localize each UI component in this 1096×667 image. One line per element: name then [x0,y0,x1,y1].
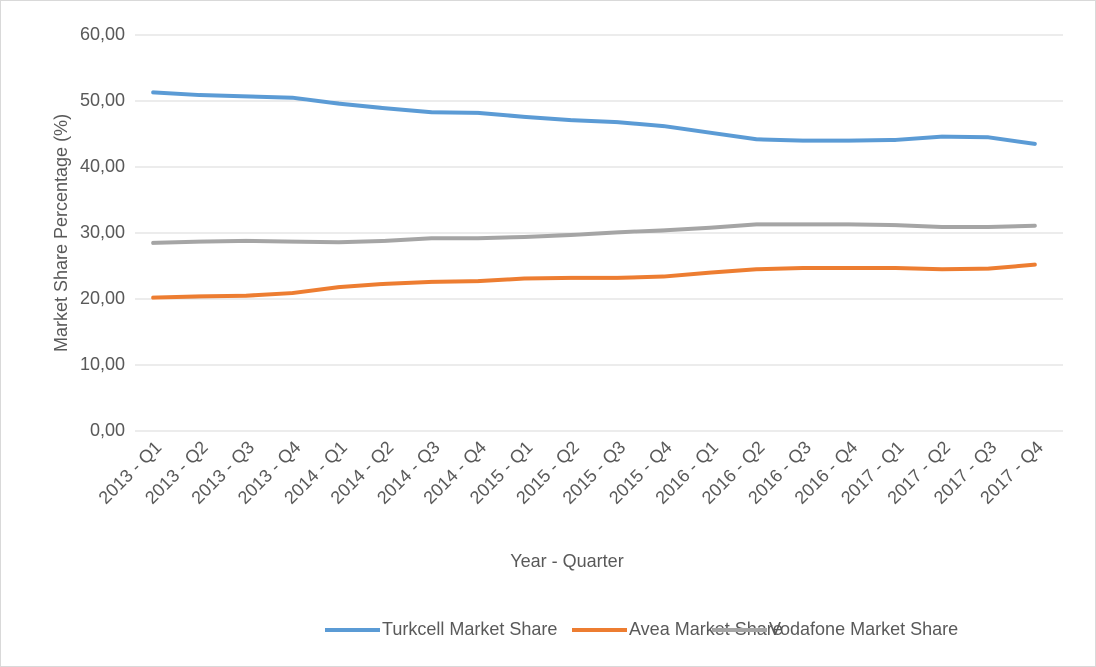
y-tick-label: 30,00 [80,222,125,242]
legend-label: Avea Market Share [629,619,783,639]
legend-label: Vodafone Market Share [769,619,958,639]
line-series [151,222,1037,245]
line-series [151,90,1037,146]
legend-label: Turkcell Market Share [382,619,557,639]
y-tick-label: 60,00 [80,24,125,44]
y-tick-label: 10,00 [80,354,125,374]
y-tick-label: 20,00 [80,288,125,308]
x-axis-title: Year - Quarter [510,551,623,571]
y-tick-label: 50,00 [80,90,125,110]
y-tick-label: 40,00 [80,156,125,176]
y-tick-label: 0,00 [90,420,125,440]
y-axis-title: Market Share Percentage (%) [51,114,71,352]
line-series [151,262,1037,300]
